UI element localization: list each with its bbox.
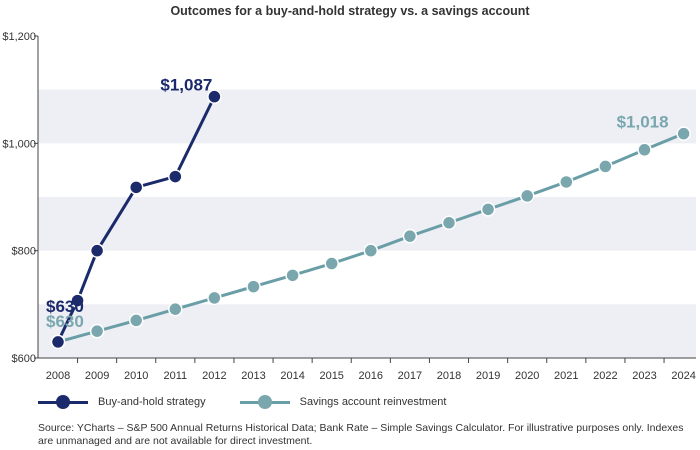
y-tick-label: $600 (12, 353, 36, 365)
legend-swatch-savings (239, 395, 290, 409)
data-point-0-4 (168, 169, 183, 184)
x-tick-label: 2016 (359, 370, 383, 382)
x-tick-label: 2011 (163, 370, 187, 382)
data-point-1-9 (402, 228, 418, 244)
data-point-0-0 (50, 334, 66, 350)
x-tick-label: 2013 (241, 370, 265, 382)
x-tick-label: 2021 (554, 370, 578, 382)
x-tick-label: 2020 (515, 370, 539, 382)
data-point-1-10 (441, 215, 457, 231)
grid-band (38, 197, 696, 251)
x-tick-label: 2010 (124, 370, 148, 382)
data-point-1-4 (207, 290, 222, 306)
data-label: $1,018 (617, 113, 669, 132)
data-point-1-3 (168, 301, 183, 317)
x-tick-label: 2022 (593, 370, 617, 382)
chart-legend: Buy-and-hold strategy Savings account re… (38, 392, 446, 412)
line-chart: $600 $800 $1,000 $1,200 2008 2009 2010 2011 2012… (2, 31, 696, 382)
grid-band (38, 89, 696, 144)
data-point-1-13 (559, 174, 574, 190)
data-point-1-8 (363, 243, 379, 258)
data-point-1-16 (676, 126, 691, 141)
data-point-1-14 (598, 159, 613, 174)
data-point-1-12 (519, 188, 535, 204)
data-point-0-2 (89, 243, 105, 258)
data-label: $630 (46, 312, 84, 331)
legend-swatch-buy-and-hold (38, 395, 88, 409)
x-tick-label: 2023 (632, 370, 656, 382)
x-tick-label: 2024 (671, 370, 695, 382)
legend-label-savings: Savings account reinvestment (299, 396, 447, 408)
x-tick-label: 2008 (46, 370, 70, 382)
data-point-0-5 (207, 89, 222, 104)
x-tick-label: 2018 (437, 370, 461, 382)
data-point-1-5 (246, 279, 261, 294)
x-tick-label: 2017 (398, 370, 422, 382)
data-point-1-6 (285, 268, 300, 283)
y-tick-label: $1,000 (2, 138, 36, 150)
grid-band (38, 304, 696, 358)
y-tick-label: $800 (12, 246, 36, 258)
data-point-0-1 (70, 293, 85, 308)
data-point-1-7 (324, 256, 339, 271)
data-point-1-15 (637, 142, 652, 158)
legend-item-savings: Savings account reinvestment (239, 395, 447, 409)
x-tick-label: 2012 (202, 370, 226, 382)
x-tick-label: 2009 (85, 370, 109, 382)
legend-label-buy-and-hold: Buy-and-hold strategy (98, 396, 206, 408)
data-point-1-11 (480, 202, 496, 217)
chart-title: Outcomes for a buy-and-hold strategy vs.… (170, 4, 530, 18)
data-point-0-3 (128, 180, 144, 195)
data-label: $630 (46, 297, 84, 316)
legend-item-buy-and-hold: Buy-and-hold strategy (38, 395, 206, 409)
x-tick-label: 2014 (280, 370, 304, 382)
series-line-0 (56, 95, 216, 343)
data-label: $1,087 (160, 76, 212, 95)
source-note: Source: YCharts – S&P 500 Annual Returns… (38, 422, 684, 447)
data-point-1-2 (128, 313, 144, 328)
x-tick-label: 2019 (476, 370, 500, 382)
data-point-1-1 (89, 323, 105, 339)
y-tick-label: $1,200 (2, 31, 36, 43)
x-tick-label: 2015 (319, 370, 343, 382)
